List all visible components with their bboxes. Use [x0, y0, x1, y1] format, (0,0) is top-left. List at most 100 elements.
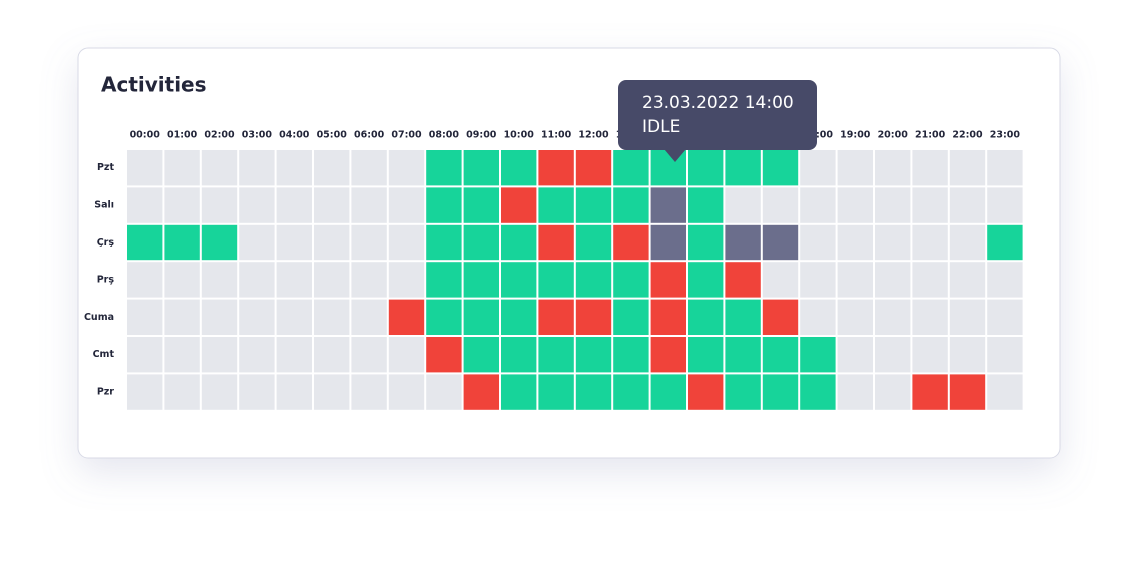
row-label: Cuma — [84, 312, 114, 323]
grid-cell — [351, 374, 387, 410]
grid-cell — [912, 150, 948, 186]
grid-cell — [987, 299, 1023, 335]
grid-cell — [501, 187, 537, 223]
grid-cell — [650, 224, 686, 261]
grid-cell — [351, 299, 387, 335]
grid-cell — [987, 187, 1023, 223]
grid-cell — [538, 187, 574, 223]
hour-label: 20:00 — [878, 130, 909, 141]
grid-cell — [575, 374, 612, 410]
hour-label: 08:00 — [429, 130, 460, 141]
grid-cell — [762, 374, 799, 410]
hour-label: 18:00 — [803, 130, 834, 141]
grid-cell — [875, 262, 911, 298]
grid-cell — [613, 224, 649, 261]
grid-cell — [426, 150, 462, 186]
grid-cell — [613, 187, 649, 223]
grid-cell — [650, 187, 686, 223]
grid-cell — [276, 224, 312, 261]
row-label: Çrş — [97, 237, 115, 248]
grid-cell — [725, 150, 761, 186]
hour-label: 22:00 — [952, 130, 983, 141]
tooltip-pointer — [664, 149, 686, 162]
grid-cell — [239, 187, 275, 223]
grid-cell — [388, 299, 425, 335]
grid-cell — [912, 374, 948, 410]
grid-cell — [276, 150, 312, 186]
grid-cell — [575, 150, 612, 186]
grid-cell — [650, 337, 686, 373]
grid-cell — [463, 374, 499, 410]
grid-cell — [837, 224, 873, 261]
grid-cell — [837, 374, 873, 410]
grid-cell — [276, 262, 312, 298]
grid-cell — [987, 150, 1023, 186]
grid-cell — [613, 374, 649, 410]
grid-cell — [426, 224, 462, 261]
tooltip: 23.03.2022 14:00 IDLE — [618, 80, 817, 162]
grid-cell — [912, 187, 948, 223]
grid-cell — [987, 374, 1023, 410]
tooltip-box — [618, 80, 817, 150]
grid-cell — [837, 150, 873, 186]
grid-cell — [949, 374, 986, 410]
grid-cell — [762, 187, 799, 223]
grid-cell — [314, 299, 350, 335]
grid-cell — [987, 337, 1023, 373]
grid-cell — [276, 337, 312, 373]
hour-label: 09:00 — [466, 130, 497, 141]
row-label: Pzr — [97, 387, 114, 398]
grid-cell — [613, 150, 649, 186]
grid-cell — [127, 224, 163, 261]
grid-cell — [725, 299, 761, 335]
grid-cell — [201, 262, 238, 298]
grid-cell — [314, 150, 350, 186]
grid-cell — [575, 224, 612, 261]
grid-cell — [650, 299, 686, 335]
grid-cell — [276, 299, 312, 335]
grid-cell — [314, 337, 350, 373]
grid-cell — [762, 224, 799, 261]
grid-cell — [949, 299, 986, 335]
grid-cell — [388, 337, 425, 373]
grid-cell — [501, 337, 537, 373]
grid-cell — [949, 337, 986, 373]
grid-cell — [725, 262, 761, 298]
grid-cell — [912, 262, 948, 298]
grid-cell — [688, 262, 724, 298]
hour-label: 04:00 — [279, 130, 310, 141]
grid-cell — [164, 150, 200, 186]
row-label: Salı — [94, 200, 114, 211]
grid-cell — [239, 262, 275, 298]
grid-cell — [276, 187, 312, 223]
grid-cell — [426, 262, 462, 298]
grid-cell — [201, 337, 238, 373]
grid-cell — [762, 262, 799, 298]
grid-cell — [351, 150, 387, 186]
hour-label: 19:00 — [840, 130, 871, 141]
grid-cell — [201, 299, 238, 335]
hour-label: 05:00 — [317, 130, 348, 141]
grid-cell — [875, 150, 911, 186]
grid-cell — [164, 337, 200, 373]
grid-cell — [800, 262, 836, 298]
activity-grid: 00:00 01:00 02:00 03:00 04:00 05:00 06:00 07:00… — [84, 130, 1023, 410]
grid-cell — [501, 262, 537, 298]
grid-cell — [688, 337, 724, 373]
grid-cell — [762, 299, 799, 335]
grid-cell — [201, 374, 238, 410]
grid-cell — [127, 150, 163, 186]
grid-cell — [688, 150, 724, 186]
grid-cell — [538, 337, 574, 373]
grid-cell — [314, 187, 350, 223]
grid-cell — [463, 299, 499, 335]
grid-cell — [800, 337, 836, 373]
hour-label: 10:00 — [504, 130, 535, 141]
grid-cell — [800, 374, 836, 410]
grid-cell — [538, 224, 574, 261]
grid-cell — [388, 224, 425, 261]
grid-cell — [613, 337, 649, 373]
grid-cell — [501, 224, 537, 261]
